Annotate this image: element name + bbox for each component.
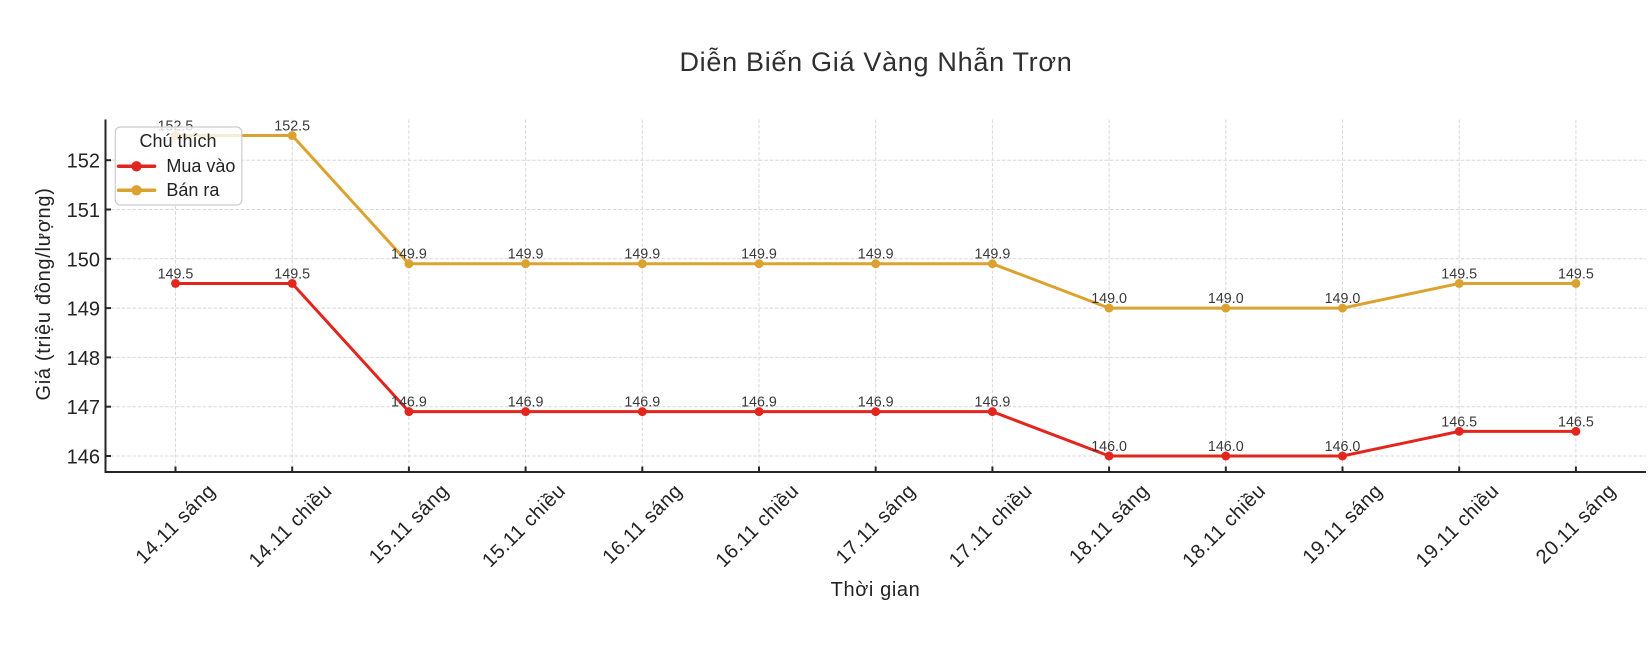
svg-text:146: 146: [67, 447, 100, 469]
svg-text:150: 150: [67, 249, 100, 271]
svg-text:149: 149: [67, 299, 100, 321]
svg-text:Bán ra: Bán ra: [166, 180, 220, 200]
svg-text:152: 152: [67, 151, 100, 173]
svg-text:146.9: 146.9: [391, 395, 427, 411]
svg-text:Diễn Biến Giá Vàng Nhẫn Trơn: Diễn Biến Giá Vàng Nhẫn Trơn: [679, 46, 1072, 77]
svg-text:149.0: 149.0: [1208, 291, 1244, 307]
svg-text:149.9: 149.9: [975, 247, 1011, 263]
svg-text:146.5: 146.5: [1558, 414, 1594, 430]
svg-text:152.5: 152.5: [274, 119, 310, 135]
svg-text:146.9: 146.9: [858, 395, 894, 411]
svg-text:146.9: 146.9: [508, 395, 544, 411]
svg-text:149.0: 149.0: [1091, 291, 1127, 307]
svg-text:146.0: 146.0: [1208, 439, 1244, 455]
svg-text:146.9: 146.9: [624, 395, 660, 411]
svg-text:147: 147: [67, 397, 100, 419]
svg-text:146.9: 146.9: [975, 395, 1011, 411]
svg-text:146.9: 146.9: [741, 395, 777, 411]
svg-text:149.5: 149.5: [1441, 267, 1477, 283]
svg-text:Mua vào: Mua vào: [166, 156, 235, 176]
svg-text:Giá (triệu đồng/lượng): Giá (triệu đồng/lượng): [33, 187, 55, 400]
svg-text:151: 151: [67, 200, 100, 222]
svg-text:148: 148: [67, 348, 100, 370]
svg-text:149.9: 149.9: [624, 247, 660, 263]
svg-text:149.5: 149.5: [158, 267, 194, 283]
svg-text:149.9: 149.9: [391, 247, 427, 263]
svg-text:149.5: 149.5: [274, 267, 310, 283]
svg-text:149.0: 149.0: [1325, 291, 1361, 307]
svg-text:146.0: 146.0: [1091, 439, 1127, 455]
svg-text:Thời gian: Thời gian: [831, 579, 921, 601]
svg-text:149.5: 149.5: [1558, 267, 1594, 283]
svg-text:149.9: 149.9: [858, 247, 894, 263]
svg-text:146.0: 146.0: [1325, 439, 1361, 455]
svg-text:146.5: 146.5: [1441, 414, 1477, 430]
svg-text:149.9: 149.9: [508, 247, 544, 263]
svg-text:Chú thích: Chú thích: [139, 131, 216, 151]
svg-text:149.9: 149.9: [741, 247, 777, 263]
